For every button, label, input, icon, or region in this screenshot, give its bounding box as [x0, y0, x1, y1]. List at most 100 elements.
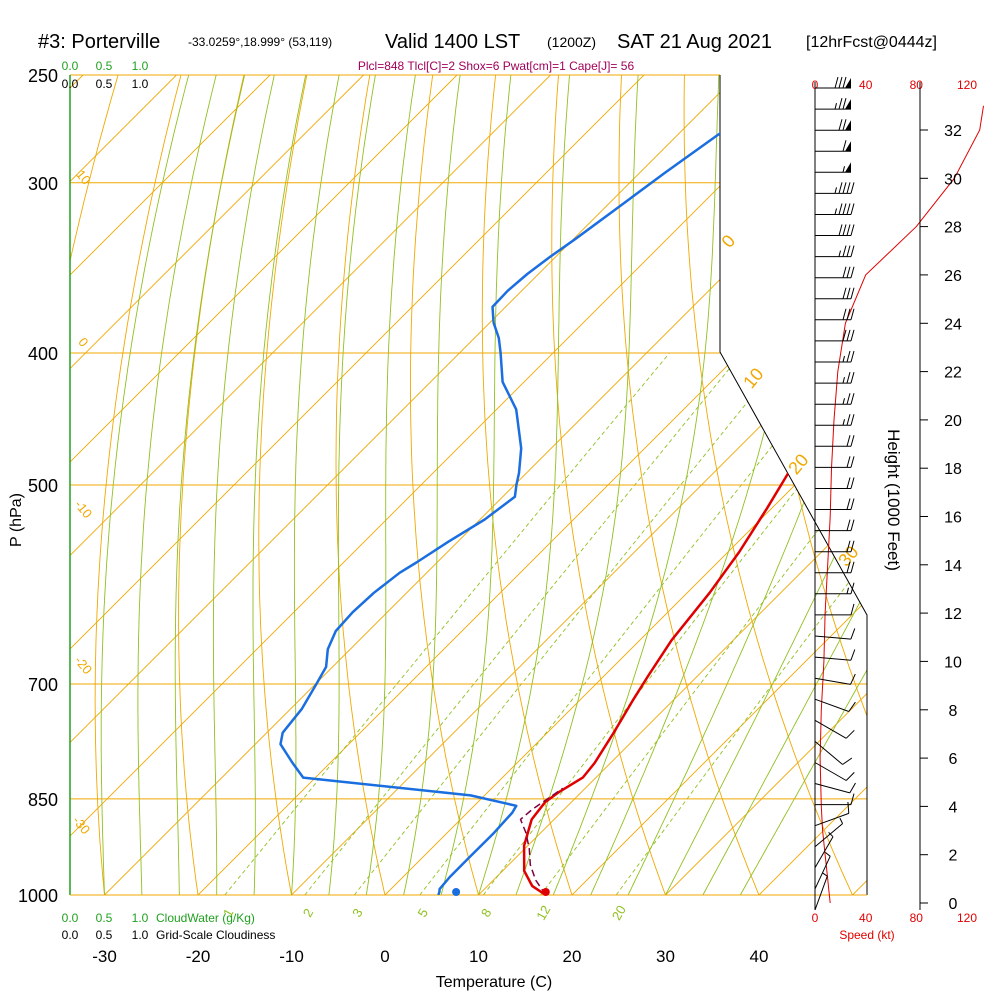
cloudwater-tick-top: 0.0	[62, 59, 79, 73]
indices-line: Plcl=848 Tlcl[C]=2 Shox=6 Pwat[cm]=1 Cap…	[358, 59, 635, 73]
height-tick-label: 4	[949, 799, 958, 816]
dry-adiabat-line	[94, 75, 182, 895]
pressure-tick-label: 250	[28, 66, 58, 86]
moist-adiabat-line	[627, 75, 867, 895]
wind-barb-pennant	[845, 120, 851, 131]
wind-barb-half-feather	[834, 102, 837, 110]
wind-barb-pennant	[845, 99, 851, 110]
wind-barb-feather	[842, 203, 847, 215]
wind-barb-feather	[850, 414, 855, 426]
moist-adiabat-line	[478, 75, 570, 895]
wind-barb-feather	[846, 540, 851, 552]
wind-barb-feather	[846, 329, 851, 342]
wind-barb-feather	[850, 628, 856, 640]
cloudwater-tick-bottom: 1.0	[132, 911, 149, 925]
moist-adiabat-line	[403, 75, 461, 895]
pressure-tick-label: 300	[28, 174, 58, 194]
wind-barb-staff	[814, 876, 828, 911]
wind-barb-feather	[850, 582, 855, 594]
mixing-ratio-line	[353, 352, 788, 895]
wind-barb	[814, 698, 856, 712]
height-tick-label: 0	[949, 896, 958, 913]
isotherm-line	[758, 75, 867, 895]
moist-adiabat-line	[739, 75, 867, 895]
wind-barb-half-feather	[842, 398, 845, 405]
valid-time: Valid 1400 LST	[385, 31, 520, 53]
sounding-series	[279, 108, 867, 895]
cloudiness-tick-bottom: 0.0	[62, 928, 79, 942]
wind-barb-half-feather	[842, 355, 845, 363]
forecast-info: [12hrFcst@0444z]	[806, 34, 937, 51]
height-tick-label: 20	[944, 413, 962, 430]
wind-barb-staff	[814, 741, 843, 765]
wind-barb-half-feather	[821, 872, 828, 877]
wind-barb-staff	[814, 783, 850, 794]
mixing-ratio-line	[224, 352, 670, 895]
moist-adiabat-line	[665, 75, 867, 895]
wind-barb-staff	[814, 812, 849, 827]
wind-barb-feather	[850, 266, 855, 278]
wind-barb-feather	[845, 772, 855, 781]
wind-barb-feather	[850, 477, 855, 489]
wind-barb-feather	[850, 498, 855, 510]
wind-barb-feather	[842, 140, 847, 152]
isotherm-line	[665, 75, 867, 895]
wind-barb	[815, 162, 851, 173]
moist-adiabat-line	[137, 75, 217, 895]
temperature-line	[522, 108, 867, 895]
wind-barb-feather	[842, 224, 847, 236]
dry-adiabat-line	[410, 75, 479, 895]
wind-barb	[815, 203, 855, 215]
wind-barb	[814, 782, 856, 794]
wind-barb-staff	[814, 836, 834, 869]
wind-barb-staff	[814, 635, 851, 640]
speed-tick-top: 40	[859, 78, 873, 92]
wind-barb-feather	[848, 701, 856, 712]
wind-barb	[814, 852, 831, 890]
wind-barb-feather	[850, 540, 855, 552]
wind-barb-feather	[850, 371, 855, 384]
temperature-tick-label: 40	[750, 947, 769, 966]
wind-barb-feather	[850, 673, 856, 685]
dry-adiabat-label: -20	[72, 653, 96, 677]
wind-barb-half-feather	[825, 852, 831, 857]
moist-adiabat-label: 0	[718, 231, 740, 252]
wind-barb-staff	[814, 656, 851, 661]
wind-barb	[815, 224, 855, 236]
wind-barb-feather	[842, 287, 847, 299]
wind-barb	[815, 350, 855, 363]
wind-barb-feather	[846, 498, 851, 510]
dry-adiabat-line	[178, 75, 245, 895]
wind-barb	[814, 832, 834, 869]
wind-barb-feather	[842, 245, 847, 257]
wind-barb	[814, 719, 855, 739]
wind-barb-feather	[838, 119, 843, 131]
height-tick-label: 2	[949, 848, 958, 865]
wind-barb-feather	[850, 435, 855, 447]
wind-barb-feather	[846, 350, 851, 363]
temperature-tick-label: -30	[92, 947, 117, 966]
temperature-tick-label: 30	[656, 947, 675, 966]
wind-barb	[814, 872, 828, 911]
mixing-ratio-label: 8	[478, 906, 495, 920]
wind-barb-feather	[850, 456, 855, 468]
speed-tick-bottom: 80	[910, 911, 924, 925]
wind-barb-feather	[849, 782, 856, 794]
wind-barb-feather	[850, 793, 855, 805]
wind-barb-staff	[814, 698, 849, 712]
plot-border	[719, 75, 868, 895]
wind-barb-feather	[842, 182, 847, 194]
wind-barb-half-feather	[834, 187, 837, 194]
wind-barb	[814, 673, 856, 685]
temperature-tick-label: 20	[563, 947, 582, 966]
mixing-ratio-label: 3	[349, 906, 366, 920]
wind-barb-feather	[838, 182, 843, 194]
dry-adiabat-label: -10	[72, 497, 96, 521]
wind-barb	[815, 582, 855, 595]
moist-adiabat-line	[252, 75, 307, 895]
wind-barb-feather	[850, 393, 855, 405]
isotherm-line	[946, 75, 1000, 895]
wind-barb-feather	[847, 801, 850, 814]
temperature-tick-label: -10	[279, 947, 304, 966]
